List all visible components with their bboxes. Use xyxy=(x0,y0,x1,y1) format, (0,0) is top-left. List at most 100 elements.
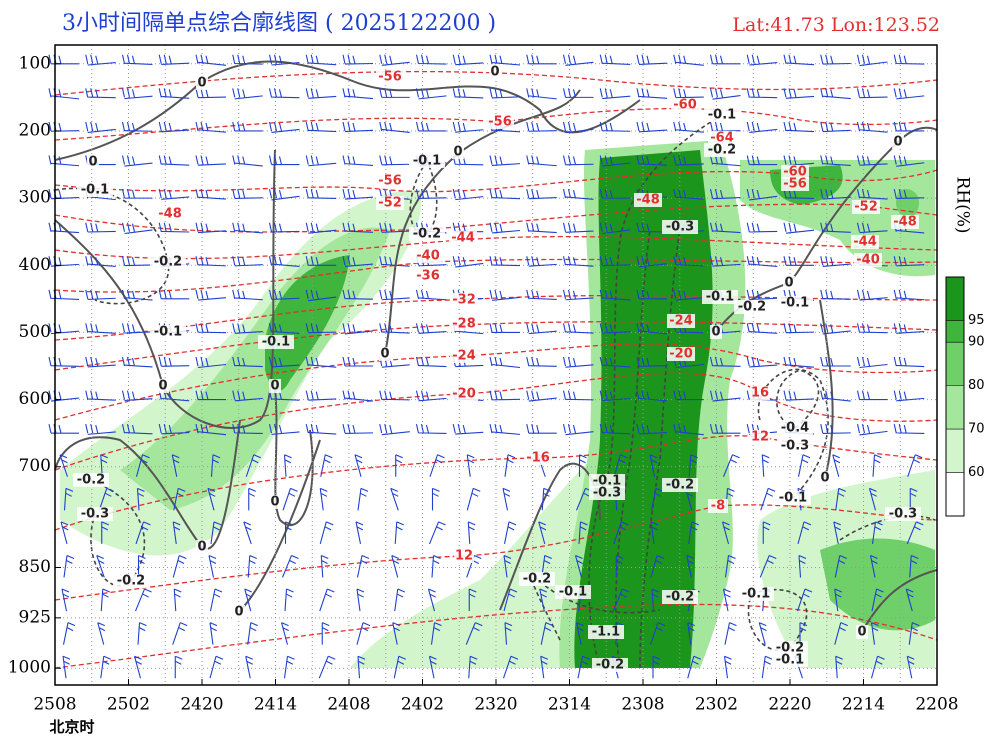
wind-barb xyxy=(906,655,915,679)
velocity-label: 0 xyxy=(197,76,206,91)
wind-barb xyxy=(562,222,594,233)
wind-barb xyxy=(158,356,190,367)
colorbar-tick-label: 80 xyxy=(968,378,985,393)
wind-barb xyxy=(391,554,400,578)
wind-barb xyxy=(268,256,300,268)
temperature-label-bg xyxy=(450,387,478,401)
wind-barb xyxy=(673,121,704,133)
wind-barb xyxy=(60,521,69,545)
velocity-label: 0 xyxy=(784,276,793,291)
wind-barb xyxy=(121,222,153,235)
temperature-label-bg xyxy=(450,317,478,331)
velocity-label: -0.1 xyxy=(781,296,809,311)
wind-barb xyxy=(379,155,410,166)
wind-barb xyxy=(268,424,300,435)
wind-barb xyxy=(232,222,263,234)
wind-barb xyxy=(526,390,557,402)
wind-barb xyxy=(268,289,300,301)
velocity-label-bg xyxy=(777,296,813,310)
wind-barb xyxy=(342,356,373,367)
wind-barb xyxy=(415,88,447,100)
wind-barb xyxy=(392,622,400,645)
wind-barb xyxy=(379,222,410,233)
wind-barb xyxy=(835,655,843,679)
location: Lat:41.73 Lon:123.52 xyxy=(732,14,940,36)
colorbar-label: RH(%) xyxy=(953,176,973,233)
wind-barb xyxy=(820,222,851,233)
wind-barb xyxy=(599,323,631,334)
wind-barb xyxy=(489,424,521,435)
wind-barb xyxy=(871,588,884,612)
y-tick-label: 700 xyxy=(19,456,51,476)
wind-barb xyxy=(893,54,925,65)
temperature-label: -8 xyxy=(711,499,725,514)
wind-barb xyxy=(577,655,590,679)
wind-barb xyxy=(650,554,665,578)
wind-barb xyxy=(783,356,815,368)
wind-barb xyxy=(599,54,631,65)
wind-barb xyxy=(526,424,557,434)
temperature-label-bg xyxy=(454,549,474,563)
wind-barb xyxy=(783,155,815,167)
wind-barb xyxy=(209,622,218,645)
wind-barb xyxy=(893,155,925,167)
velocity-label-bg xyxy=(819,471,831,485)
wind-barb xyxy=(578,454,587,477)
wind-barb xyxy=(158,222,190,233)
wind-barb xyxy=(721,521,730,545)
wind-barb xyxy=(688,454,698,477)
wind-barb xyxy=(599,155,631,167)
wind-barb xyxy=(48,222,80,234)
wind-barb xyxy=(758,622,767,645)
velocity-label: -0.1 xyxy=(708,108,736,123)
wind-barb xyxy=(429,454,445,477)
wind-barb xyxy=(85,289,116,301)
temperature-label: -28 xyxy=(452,317,476,332)
wind-barb xyxy=(452,188,484,201)
velocity-label-bg xyxy=(704,143,740,157)
wind-barb xyxy=(158,390,190,402)
wind-barb xyxy=(599,121,631,132)
wind-barb xyxy=(649,622,666,645)
velocity-label: -0.2 xyxy=(776,641,804,656)
wind-barb xyxy=(539,588,547,612)
wind-barb xyxy=(466,454,475,477)
wind-barb xyxy=(820,289,851,300)
colorbar-tick-label: 70 xyxy=(968,422,985,437)
velocity-label: -0.3 xyxy=(666,220,694,235)
temperature-label-bg xyxy=(524,451,552,465)
wind-barb xyxy=(268,222,300,233)
wind-barb xyxy=(870,622,879,645)
wind-barb xyxy=(137,554,146,578)
velocity-label: -0.2 xyxy=(117,574,145,589)
velocity-label-bg xyxy=(269,379,281,393)
wind-barb xyxy=(466,487,481,511)
temperature-label-bg xyxy=(376,70,404,84)
wind-barb xyxy=(489,188,521,200)
wind-barb xyxy=(673,88,704,99)
wind-barb xyxy=(195,356,227,369)
wind-barb xyxy=(121,356,153,368)
wind-barb xyxy=(415,54,447,65)
temperature-label-bg xyxy=(376,174,404,188)
wind-barb xyxy=(709,88,741,100)
wind-barb xyxy=(709,188,741,200)
wind-barb xyxy=(651,588,660,612)
wind-barb xyxy=(820,323,851,335)
wind-barb xyxy=(502,655,519,679)
temperature-label: -20 xyxy=(669,347,693,362)
wind-barb xyxy=(319,487,328,511)
wind-barb xyxy=(452,155,484,166)
temperature-label-bg xyxy=(376,196,404,210)
velocity-label-bg xyxy=(233,605,245,619)
temperature-label: 16 xyxy=(751,386,769,401)
wind-barb xyxy=(232,54,263,65)
wind-barb xyxy=(599,289,631,301)
wind-barb xyxy=(268,356,300,368)
wind-barb xyxy=(96,554,105,578)
wind-barb xyxy=(908,622,920,645)
velocity-label-bg xyxy=(258,335,294,349)
wind-barb xyxy=(673,390,704,401)
wind-barb xyxy=(85,222,116,233)
wind-barb xyxy=(320,454,333,477)
